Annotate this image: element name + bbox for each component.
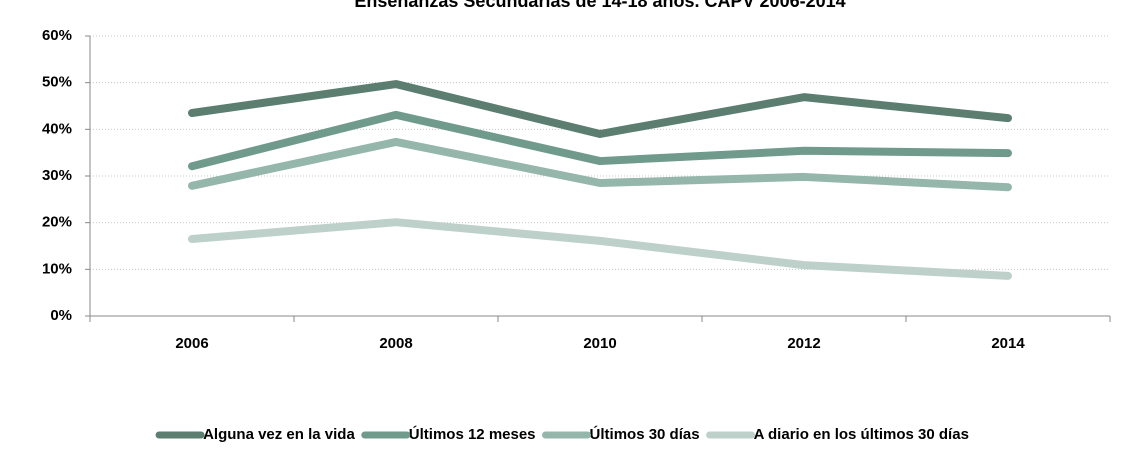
legend-label: Alguna vez en la vida [203,426,355,443]
y-tick-label: 20% [42,214,72,231]
y-tick-label: 10% [42,260,72,277]
x-tick-label: 2006 [175,335,208,352]
legend-label: Últimos 30 días [590,425,700,443]
y-tick-label: 0% [50,307,72,324]
x-tick-label: 2012 [787,335,820,352]
y-tick-label: 40% [42,120,72,137]
x-tick-label: 2014 [991,335,1025,352]
x-tick-label: 2010 [583,335,616,352]
data-line [188,110,1012,171]
legend-label: Últimos 12 meses [409,425,536,443]
y-tick-label: 50% [42,74,72,91]
chart-title: Enseñanzas Secundarias de 14-18 años. CA… [354,0,845,11]
y-tick-label: 30% [42,167,72,184]
data-line [188,137,1012,192]
data-line [188,218,1012,280]
x-tick-label: 2008 [379,335,412,352]
legend-label: A diario en los últimos 30 días [754,426,969,443]
y-tick-label: 60% [42,27,72,44]
data-line [188,80,1012,138]
